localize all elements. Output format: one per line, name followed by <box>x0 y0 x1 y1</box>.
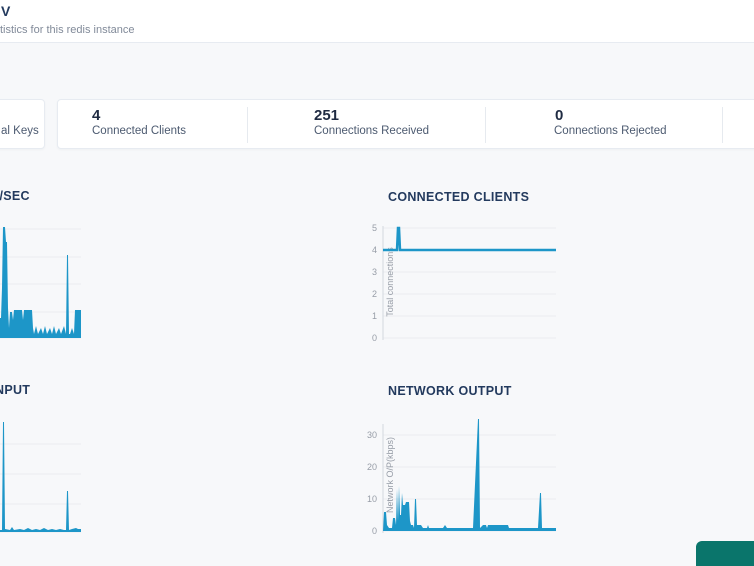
svg-text:30: 30 <box>367 430 377 440</box>
svg-text:3: 3 <box>372 267 377 277</box>
stat-divider <box>722 107 723 143</box>
chart-bottom-left <box>0 422 81 533</box>
svg-text:2: 2 <box>372 289 377 299</box>
stats-card: 4 Connected Clients 251 Connections Rece… <box>57 99 754 149</box>
svg-text:20: 20 <box>367 462 377 472</box>
stat-value-connections-received: 251 <box>314 107 340 124</box>
stat-label-connected-clients: Connected Clients <box>92 125 186 137</box>
stat-card-total-keys: al Keys <box>0 99 45 149</box>
stat-value-connected-clients: 4 <box>92 107 101 124</box>
svg-text:5: 5 <box>372 223 377 233</box>
chart-title-network-output: NETWORK OUTPUT <box>388 384 512 398</box>
stat-divider <box>485 107 486 143</box>
chart-top-left <box>0 227 81 339</box>
chart-title-network-input-fragment: NPUT <box>0 383 31 397</box>
stat-label-total-keys-fragment: al Keys <box>1 125 39 137</box>
page-header: V tistics for this redis instance <box>0 0 754 43</box>
svg-text:10: 10 <box>367 494 377 504</box>
svg-text:Network O/P(kbps): Network O/P(kbps) <box>385 437 395 513</box>
svg-text:0: 0 <box>372 526 377 536</box>
svg-text:0: 0 <box>372 333 377 343</box>
chart-title-ops-per-sec-fragment: )/SEC <box>0 189 30 203</box>
page-title-fragment: V <box>1 3 11 19</box>
svg-text:1: 1 <box>372 311 377 321</box>
stat-label-connections-rejected: Connections Rejected <box>554 125 667 137</box>
svg-text:4: 4 <box>372 245 377 255</box>
page-subtitle-fragment: tistics for this redis instance <box>0 24 135 36</box>
chat-widget-button[interactable] <box>696 541 754 566</box>
stat-label-connections-received: Connections Received <box>314 125 430 137</box>
chart-network-output: 30 20 10 0 Network O/P(kbps) <box>367 419 556 536</box>
stat-value-connections-rejected: 0 <box>555 107 564 124</box>
chart-title-connected-clients: CONNECTED CLIENTS <box>388 190 530 204</box>
chart-connected-clients: 5 4 3 2 1 0 Total connections <box>372 223 556 343</box>
stat-divider <box>247 107 248 143</box>
svg-text:Total connections: Total connections <box>385 247 395 317</box>
